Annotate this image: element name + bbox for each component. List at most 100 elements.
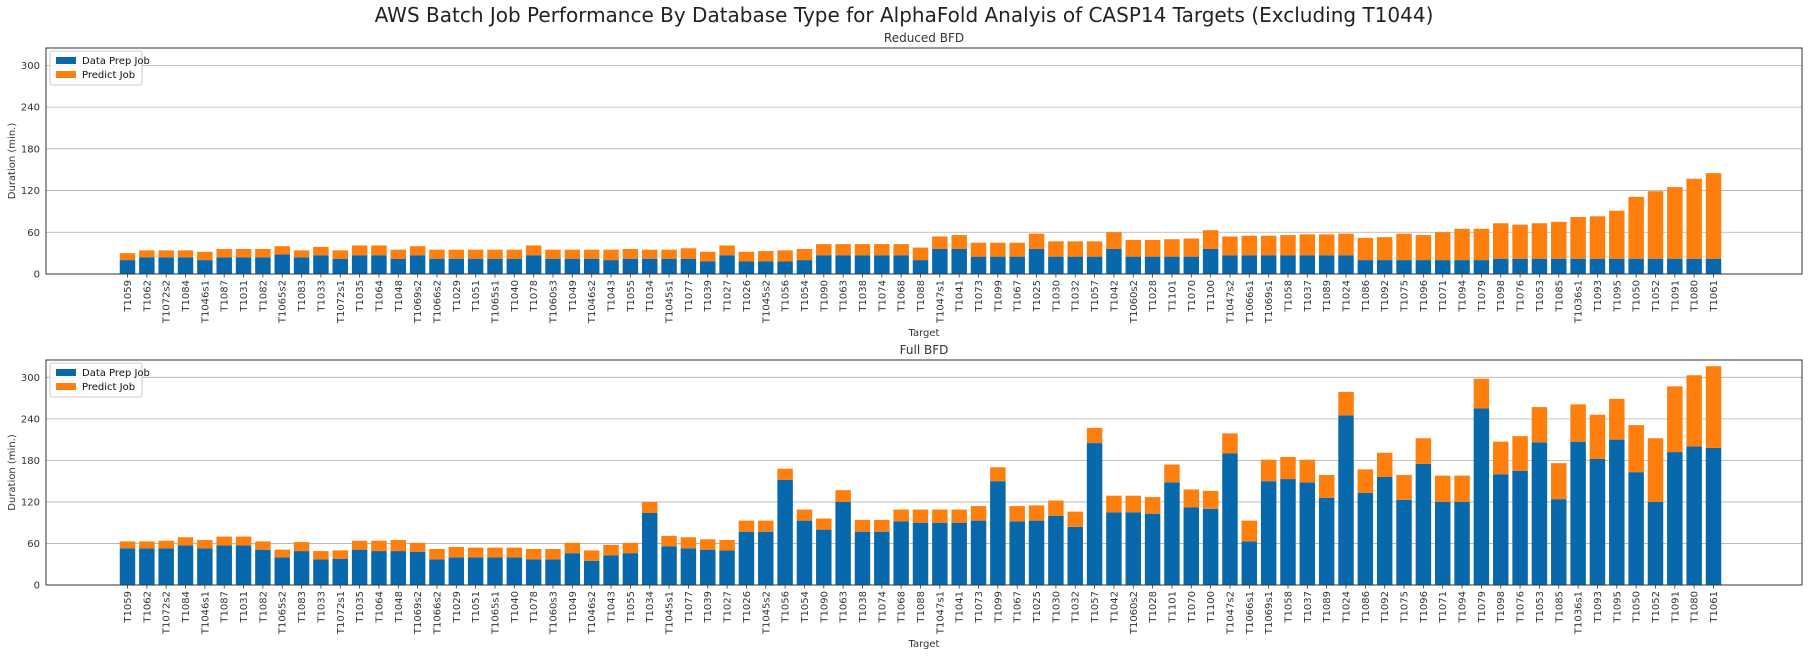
- x-tick-label: T1092: [1380, 591, 1391, 624]
- x-tick-label: T1045s2: [761, 591, 772, 635]
- x-tick-label: T1093: [1593, 280, 1604, 313]
- bar-predict: [1067, 511, 1083, 527]
- bar-data-prep: [332, 558, 348, 585]
- bar-data-prep: [1357, 260, 1374, 274]
- bar-predict: [1473, 228, 1490, 261]
- x-tick-label: T1028: [1148, 280, 1159, 313]
- bar-data-prep: [700, 549, 716, 585]
- bar-predict: [1376, 452, 1393, 477]
- bar-data-prep: [835, 501, 851, 585]
- bar-predict: [622, 542, 639, 554]
- bar-predict: [1531, 407, 1548, 443]
- bar-data-prep: [874, 531, 890, 585]
- x-tick-label: T1092: [1380, 280, 1391, 313]
- bar-data-prep: [390, 258, 407, 274]
- bar-predict: [970, 506, 987, 521]
- x-tick-label: T1083: [297, 280, 308, 313]
- bar-data-prep: [293, 257, 310, 274]
- bar-predict: [1357, 237, 1374, 261]
- bar-predict: [274, 246, 290, 255]
- x-tick-label: T1034: [645, 591, 656, 624]
- x-tick-label: T1025: [1032, 591, 1043, 624]
- x-tick-label: T1047s1: [935, 591, 946, 635]
- x-tick-label: T1033: [316, 280, 327, 313]
- y-tick-label: 0: [34, 581, 40, 592]
- bar-data-prep: [1144, 513, 1161, 585]
- bar-data-prep: [854, 531, 871, 585]
- x-tick-label: T1094: [1458, 280, 1469, 313]
- bar-data-prep: [1260, 255, 1277, 274]
- bar-data-prep: [1628, 472, 1644, 585]
- bar-data-prep: [603, 260, 619, 274]
- bar-data-prep: [970, 520, 987, 585]
- x-tick-label: T1063: [839, 280, 850, 313]
- bar-predict: [235, 536, 252, 546]
- x-tick-label: T1039: [703, 280, 714, 313]
- bar-data-prep: [1551, 258, 1567, 274]
- bar-data-prep: [1415, 463, 1432, 585]
- bar-data-prep: [119, 260, 136, 274]
- bar-predict: [951, 235, 967, 249]
- bar-data-prep: [371, 255, 387, 274]
- x-tick-label: T1069s2: [413, 591, 424, 635]
- bar-data-prep: [777, 479, 793, 585]
- bar-data-prep: [951, 248, 967, 274]
- bar-predict: [1299, 459, 1316, 483]
- bar-data-prep: [371, 551, 387, 585]
- bar-data-prep: [1396, 499, 1412, 585]
- bar-data-prep: [177, 545, 194, 585]
- bar-data-prep: [738, 261, 755, 274]
- x-tick-label: T1059: [123, 280, 134, 313]
- y-tick-label: 60: [27, 228, 40, 239]
- x-tick-label: T1055: [626, 591, 637, 624]
- bar-predict: [216, 248, 232, 258]
- bar-predict: [1202, 230, 1219, 249]
- bar-predict: [351, 245, 368, 256]
- bar-data-prep: [1241, 255, 1258, 274]
- x-tick-label: T1096: [1419, 591, 1430, 624]
- bar-data-prep: [1473, 408, 1490, 585]
- bar-data-prep: [1280, 255, 1296, 274]
- bar-data-prep: [158, 257, 174, 274]
- x-tick-label: T1061: [1709, 591, 1720, 624]
- bar-data-prep: [1396, 260, 1412, 274]
- x-tick-label: T1101: [1167, 280, 1178, 313]
- x-tick-label: T1074: [877, 591, 888, 624]
- bar-data-prep: [1667, 452, 1683, 585]
- bar-data-prep: [1299, 255, 1316, 274]
- y-tick-label: 180: [21, 144, 40, 155]
- bar-predict: [506, 249, 523, 259]
- bar-data-prep: [1434, 501, 1451, 585]
- x-tick-label: T1086: [1361, 280, 1372, 313]
- bar-data-prep: [545, 258, 561, 274]
- bar-predict: [1415, 235, 1432, 261]
- bar-predict: [583, 249, 600, 259]
- bar-data-prep: [409, 255, 426, 274]
- bar-data-prep: [912, 522, 929, 585]
- x-tick-label: T1066s2: [432, 280, 443, 324]
- bar-predict: [1222, 433, 1238, 454]
- x-tick-label: T1029: [452, 280, 463, 313]
- y-axis-label: Duration (min.): [7, 434, 18, 511]
- bar-predict: [525, 549, 542, 560]
- bar-predict: [603, 544, 619, 556]
- bar-data-prep: [467, 258, 484, 274]
- bar-data-prep: [1125, 512, 1141, 585]
- bar-data-prep: [1125, 256, 1141, 274]
- y-tick-label: 240: [21, 414, 40, 425]
- bar-data-prep: [1222, 453, 1238, 585]
- bar-data-prep: [390, 551, 407, 585]
- x-tick-label: T1079: [1477, 280, 1488, 313]
- bar-data-prep: [1202, 248, 1219, 274]
- x-tick-label: T1027: [723, 280, 734, 313]
- bar-predict: [1376, 237, 1393, 261]
- bar-data-prep: [990, 481, 1006, 585]
- x-tick-label: T1082: [258, 591, 269, 624]
- bar-predict: [429, 549, 445, 560]
- x-tick-label: T1071: [1438, 280, 1449, 313]
- x-tick-label: T1031: [239, 591, 250, 624]
- bar-predict: [641, 249, 658, 259]
- bar-data-prep: [139, 548, 155, 585]
- bar-predict: [738, 520, 755, 532]
- bar-predict: [313, 246, 329, 256]
